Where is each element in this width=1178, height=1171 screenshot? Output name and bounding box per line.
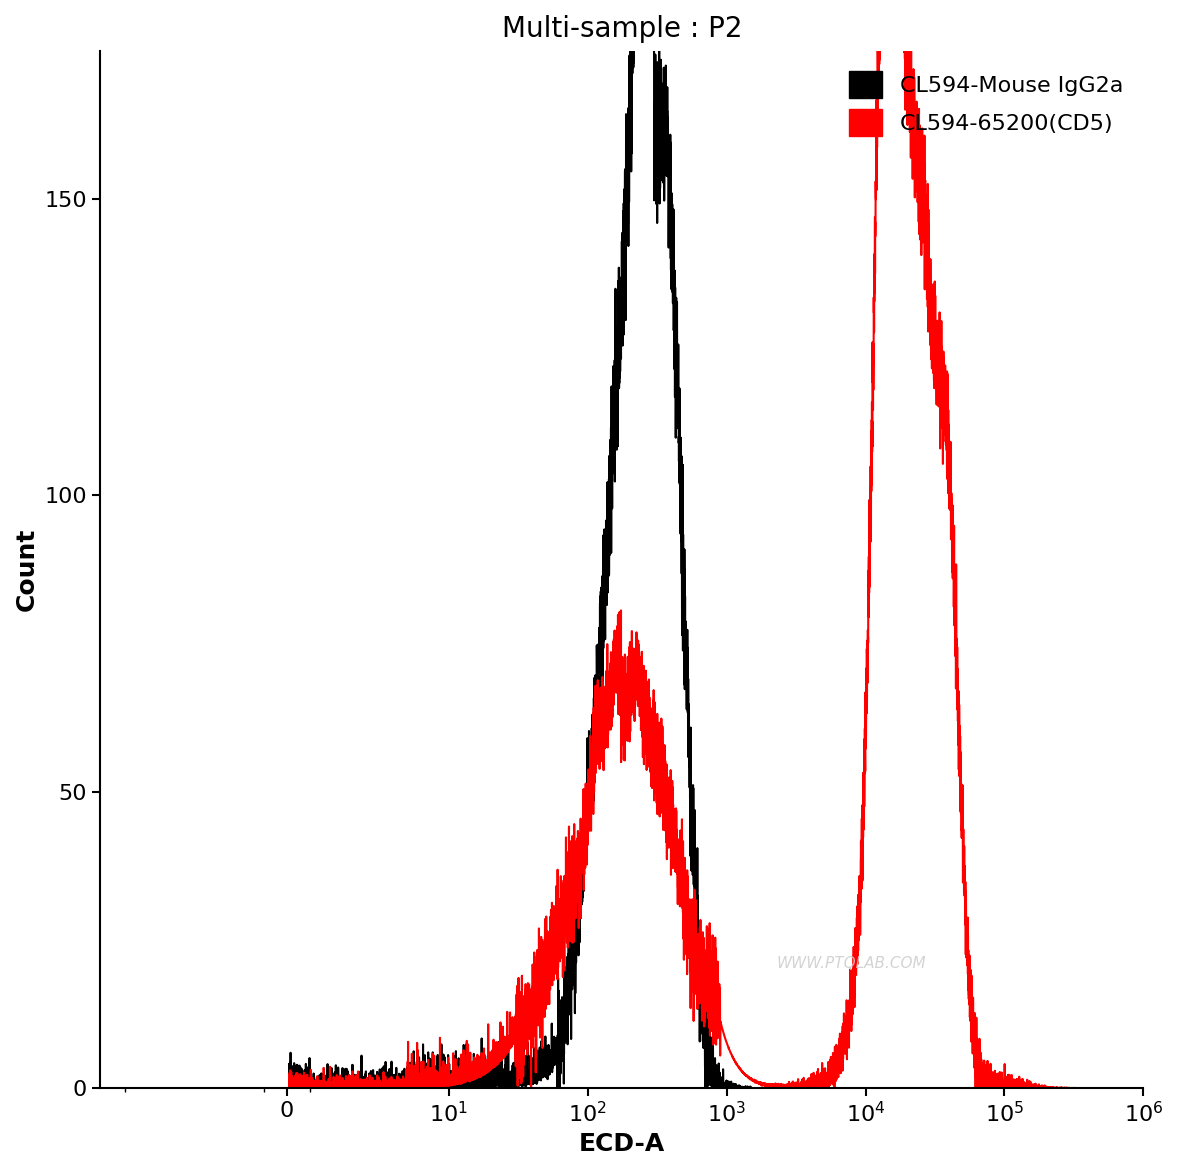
Y-axis label: Count: Count — [15, 528, 39, 611]
Title: Multi-sample : P2: Multi-sample : P2 — [502, 15, 742, 43]
Text: WWW.PTQLAB.COM: WWW.PTQLAB.COM — [776, 956, 926, 971]
Legend: CL594-Mouse IgG2a, CL594-65200(CD5): CL594-Mouse IgG2a, CL594-65200(CD5) — [840, 62, 1132, 145]
X-axis label: ECD-A: ECD-A — [578, 1132, 664, 1156]
